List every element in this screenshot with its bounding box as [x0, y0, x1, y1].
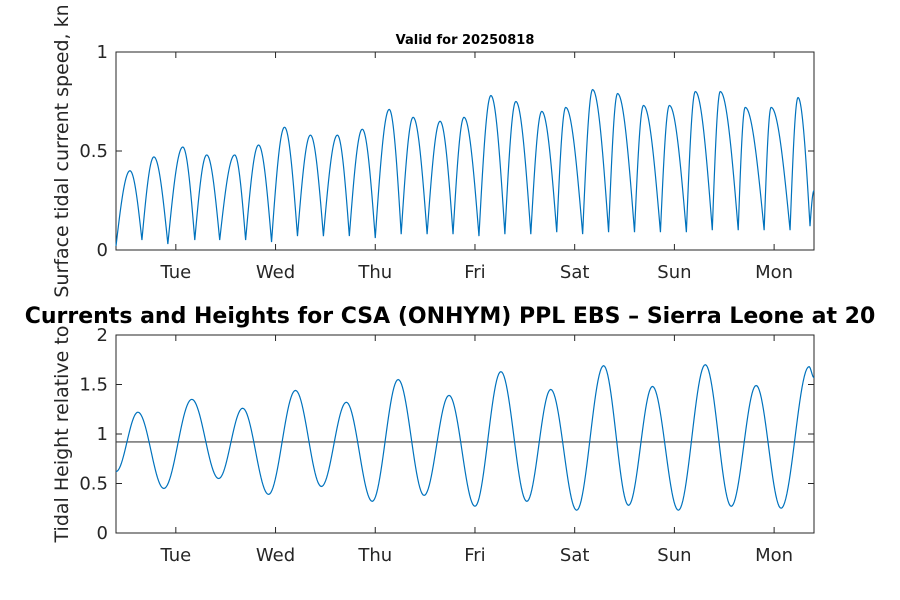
- y-ticks: 00.51: [79, 42, 814, 261]
- y-ticks: 0 0.5 1 1.5 2: [79, 325, 814, 544]
- tidal-height-axes: Currents and Heights for CSA (ONHYM) PPL…: [25, 304, 876, 566]
- x-tick-label: Sat: [560, 545, 590, 566]
- y-tick-label: 1: [97, 42, 108, 63]
- axes-box: [115, 51, 815, 251]
- x-tick-label: Tue: [159, 262, 191, 283]
- y-axis-label: Surface tidal current speed, kn: [51, 4, 73, 297]
- current-speed-axes: Valid for 20250818 Surface tidal current…: [51, 4, 815, 298]
- chart-title: Valid for 20250818: [396, 33, 535, 48]
- chart-title: Currents and Heights for CSA (ONHYM) PPL…: [25, 304, 876, 329]
- x-tick-label: Thu: [357, 262, 392, 283]
- x-tick-label: Thu: [357, 545, 392, 566]
- x-tick-label: Tue: [159, 545, 191, 566]
- y-axis-label: Tidal Height relative to: [51, 326, 73, 544]
- x-ticks: Tue Wed Thu Fri Sat Sun Mon: [159, 52, 793, 283]
- y-tick-label: 0: [97, 523, 108, 544]
- y-tick-label: 0: [97, 240, 108, 261]
- x-tick-label: Wed: [256, 262, 295, 283]
- x-tick-label: Fri: [464, 545, 485, 566]
- axes-box: [115, 334, 815, 534]
- y-tick-label: 1: [97, 424, 108, 445]
- tidal-height-line: [115, 364, 815, 511]
- x-ticks: Tue Wed Thu Fri Sat Sun Mon: [159, 335, 793, 566]
- x-tick-label: Mon: [755, 545, 793, 566]
- y-tick-label: 0.5: [79, 474, 108, 495]
- x-tick-label: Sun: [657, 262, 691, 283]
- y-tick-label: 2: [97, 325, 108, 346]
- current-speed-line: [115, 88, 815, 247]
- x-tick-label: Sun: [657, 545, 691, 566]
- x-tick-label: Mon: [755, 262, 793, 283]
- y-tick-label: 1.5: [79, 375, 108, 396]
- y-tick-label: 0.5: [79, 141, 108, 162]
- x-tick-label: Fri: [464, 262, 485, 283]
- x-tick-label: Wed: [256, 545, 295, 566]
- x-tick-label: Sat: [560, 262, 590, 283]
